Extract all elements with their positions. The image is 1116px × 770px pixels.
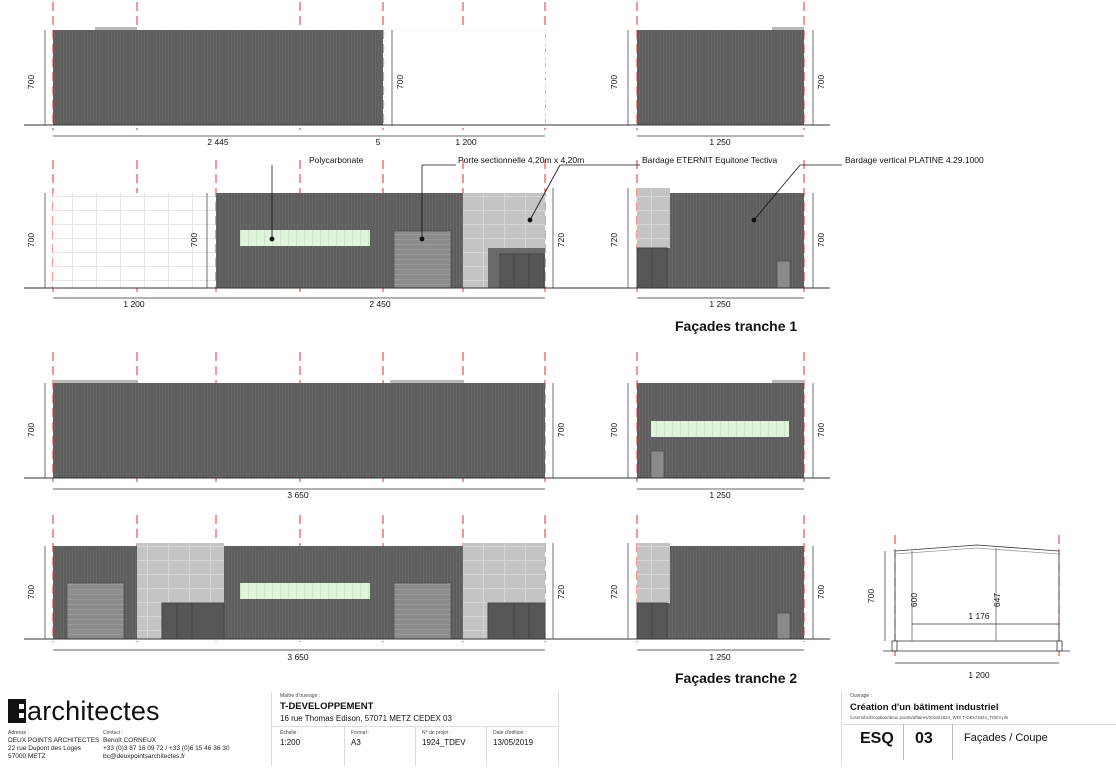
- title-facades-tranche-1: Façades tranche 1: [675, 318, 797, 334]
- dim-r2-h-d: 720: [609, 233, 619, 247]
- divider: [344, 726, 345, 766]
- projet-label: N° de projet :: [422, 730, 452, 736]
- divider: [271, 692, 272, 766]
- dim-r3-h-a: 700: [26, 423, 36, 437]
- phase-code: ESQ: [860, 730, 894, 747]
- dim-r1-span-c: 1 200: [455, 137, 477, 147]
- label-porte-sectionnelle: Porte sectionnelle 4,20m x 4,20m: [458, 155, 584, 165]
- divider: [903, 724, 904, 760]
- dim-r1-span-d: 1 250: [709, 137, 731, 147]
- facade-row-1: [24, 27, 830, 126]
- dim-r3-span-b: 1 250: [709, 490, 731, 500]
- dim-r3-h-d: 700: [816, 423, 826, 437]
- leader-lines: [269, 164, 842, 242]
- dim-r4-h-c: 720: [609, 585, 619, 599]
- architectural-drawing: 700 700 700 700 2 445 5 1 200 1 250 700 …: [24, 2, 1070, 686]
- ouvrage-label: Ouvrage :: [850, 693, 872, 699]
- dim-section-647: 647: [992, 593, 1002, 607]
- dim-r2-span-b: 2 450: [369, 299, 391, 309]
- dim-r1-h-mid: 700: [395, 75, 405, 89]
- dim-r3-h-c: 700: [609, 423, 619, 437]
- firm-logo: architectes: [8, 696, 160, 726]
- divider: [415, 726, 416, 766]
- dim-section-inner-span: 1 176: [968, 611, 990, 621]
- maitre-address: 16 rue Thomas Edison, 57071 METZ CEDEX 0…: [280, 714, 452, 723]
- dim-r2-h-e: 700: [816, 233, 826, 247]
- adresse-label: Adresse :: [8, 730, 30, 736]
- echelle-value: 1:200: [280, 738, 301, 747]
- facade-row-4: [24, 543, 830, 640]
- contact-line-1: Benoît CORNEUX: [103, 737, 157, 744]
- contact-line-2: +33 (0)3 87 16 09 72 / +33 (0)6 15 46 36…: [103, 745, 230, 752]
- dim-r4-span-b: 1 250: [709, 652, 731, 662]
- maitre-name: T-DEVELOPPEMENT: [280, 701, 374, 712]
- adresse-line-1: DEUX POINTS ARCHITECTES: [8, 737, 100, 744]
- section-drawing: [883, 544, 1070, 652]
- dim-r3-span-a: 3 650: [287, 490, 309, 500]
- dim-section-h: 700: [866, 589, 876, 603]
- divider: [271, 726, 558, 727]
- divider: [952, 724, 953, 760]
- dim-r1-h-c: 700: [609, 75, 619, 89]
- title-block: architectes Adresse : DEUX POINTS ARCHIT…: [0, 690, 1116, 770]
- sheet-number: 03: [915, 730, 933, 747]
- facade-row-2: [24, 188, 830, 289]
- dim-r3-h-b: 700: [556, 423, 566, 437]
- divider: [486, 726, 487, 766]
- dim-r1-span-a: 2 445: [207, 137, 229, 147]
- logo-text: architectes: [27, 695, 160, 726]
- dim-r2-span-a: 1 200: [123, 299, 145, 309]
- dim-r1-h-left: 700: [26, 75, 36, 89]
- divider: [841, 692, 842, 766]
- contact-line-3: bc@deuxpointsarchitectes.fr: [103, 753, 186, 760]
- title-facades-tranche-2: Façades tranche 2: [675, 670, 797, 686]
- dim-r2-h-a: 700: [26, 233, 36, 247]
- sheet-title: Façades / Coupe: [964, 732, 1048, 744]
- contact-label: Contact :: [103, 730, 124, 736]
- echelle-label: Echelle :: [280, 730, 300, 736]
- dim-r2-span-c: 1 250: [709, 299, 731, 309]
- label-bardage-vertical: Bardage vertical PLATINE 4.29.1000: [845, 155, 984, 165]
- format-label: Format :: [351, 730, 370, 736]
- dim-r2-h-b: 700: [189, 233, 199, 247]
- dim-section-span: 1 200: [968, 670, 990, 680]
- label-bardage-eternit: Bardage ETERNIT Equitone Tectiva: [642, 155, 778, 165]
- adresse-line-3: 57000 METZ: [8, 753, 46, 760]
- dim-r4-h-b: 720: [556, 585, 566, 599]
- logo-mark-icon: [8, 699, 26, 723]
- adresse-line-2: 22 rue Dupont des Loges: [8, 745, 81, 752]
- maitre-label: Maître d'ouvrage :: [280, 693, 321, 699]
- dim-r4-span-a: 3 650: [287, 652, 309, 662]
- divider: [558, 692, 559, 766]
- file-path: /Users/bc/Dropbox/deux points/affaires/2…: [850, 715, 1009, 720]
- date-label: Date d'édition :: [493, 730, 527, 736]
- format-value: A3: [351, 738, 361, 747]
- dim-r4-h-d: 700: [816, 585, 826, 599]
- dimension-lines: [44, 30, 1059, 664]
- ouvrage-title: Création d'un bâtiment industriel: [850, 702, 999, 713]
- dim-r1-h-d: 700: [816, 75, 826, 89]
- divider: [841, 724, 1116, 725]
- dim-r2-h-c: 720: [556, 233, 566, 247]
- dim-r1-span-b: 5: [376, 137, 381, 147]
- facade-row-3: [24, 380, 830, 479]
- dim-r4-h-a: 700: [26, 585, 36, 599]
- projet-value: 1924_TDEV: [422, 738, 466, 747]
- dim-section-600: 600: [909, 593, 919, 607]
- date-value: 13/05/2019: [493, 738, 534, 747]
- label-polycarbonate: Polycarbonate: [309, 155, 364, 165]
